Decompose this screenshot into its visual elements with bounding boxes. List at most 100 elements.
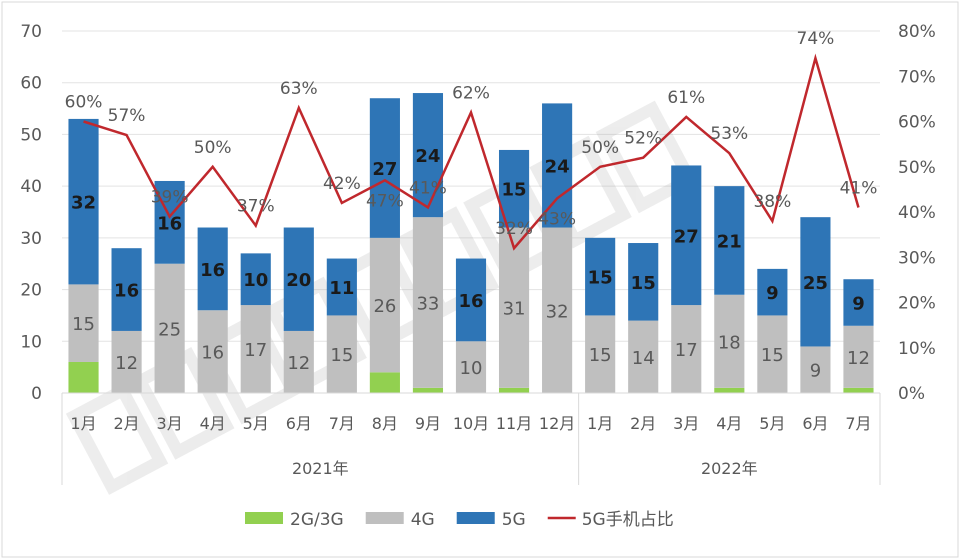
data-label-5g-share: 39% — [151, 188, 189, 208]
data-label-5G: 10 — [243, 270, 268, 291]
data-label-5G: 21 — [717, 231, 742, 252]
bar-4G — [283, 330, 314, 393]
data-label-5g-share: 62% — [452, 83, 490, 103]
y-right-tick-label: 40% — [898, 203, 936, 223]
data-label-5g-share: 32% — [495, 219, 533, 239]
y-left-tick-label: 20 — [20, 281, 42, 301]
data-label-5G: 24 — [415, 146, 440, 167]
bar-4G — [197, 310, 228, 393]
legend-swatch — [456, 512, 495, 524]
x-tick-label: 12月 — [539, 414, 575, 433]
bar-5G — [843, 279, 874, 326]
bar-5G — [671, 165, 702, 306]
bar-4G — [671, 305, 702, 393]
bar-4G — [455, 341, 487, 393]
data-label-5g-share: 37% — [237, 197, 275, 217]
group-label: 2021年 — [292, 459, 349, 478]
data-label-5g-share: 57% — [108, 106, 146, 126]
data-label-5g-share: 38% — [753, 192, 791, 212]
x-tick-label: 5月 — [243, 414, 269, 433]
legend-swatch — [365, 512, 404, 524]
data-label-5g-share: 41% — [840, 178, 878, 198]
x-tick-label: 2月 — [630, 414, 656, 433]
y-left-tick-label: 30 — [20, 229, 42, 249]
data-label-5g-share: 50% — [581, 138, 619, 158]
bar-2G/3G — [498, 387, 530, 393]
legend-label: 5G — [502, 510, 526, 530]
x-tick-label: 2月 — [113, 414, 139, 433]
bar-4G — [154, 263, 185, 393]
bar-4G — [800, 346, 831, 393]
data-label-4G: 15 — [761, 345, 784, 366]
data-label-5g-share: 74% — [797, 29, 835, 49]
y-right-tick-label: 30% — [898, 248, 936, 268]
y-left-tick-label: 70 — [20, 22, 42, 42]
data-label-4G: 9 — [810, 361, 821, 382]
bar-4G — [585, 315, 616, 393]
x-tick-label: 3月 — [157, 414, 183, 433]
data-label-5g-share: 52% — [624, 129, 662, 149]
legend-label: 5G手机占比 — [582, 510, 674, 530]
bar-5G — [714, 186, 745, 295]
bar-2G/3G — [412, 387, 444, 393]
data-label-5g-share: 61% — [667, 88, 705, 108]
data-label-5g-share: 63% — [280, 79, 318, 99]
data-label-5G: 16 — [114, 281, 139, 302]
data-label-4G: 15 — [589, 345, 612, 366]
watermark-shape — [330, 241, 434, 355]
bar-5G — [455, 258, 487, 342]
x-tick-label: 1月 — [587, 414, 613, 433]
data-label-4G: 26 — [373, 296, 396, 317]
bar-4G — [240, 305, 271, 393]
x-tick-label: 4月 — [716, 414, 742, 433]
data-label-4G: 33 — [416, 294, 439, 315]
data-label-5G: 32 — [71, 193, 96, 214]
data-label-5g-share: 43% — [538, 209, 576, 229]
data-label-5G: 9 — [766, 283, 779, 304]
data-label-5G: 11 — [329, 278, 354, 299]
bar-5G — [283, 227, 314, 331]
y-right-tick-label: 60% — [898, 113, 936, 133]
bar-5G — [757, 268, 788, 316]
data-label-5G: 15 — [631, 273, 656, 294]
data-label-5G: 16 — [200, 260, 225, 281]
bar-4G — [714, 294, 745, 388]
bar-5G — [326, 258, 357, 316]
data-label-5G: 16 — [458, 291, 483, 312]
bar-4G — [111, 330, 142, 393]
y-left-tick-label: 50 — [20, 125, 42, 145]
bar-5G — [628, 243, 659, 321]
y-left-tick-label: 10 — [20, 332, 42, 352]
data-label-5G: 25 — [803, 273, 828, 294]
data-label-4G: 14 — [632, 348, 655, 369]
y-right-tick-label: 80% — [898, 22, 936, 42]
legend-label: 2G/3G — [290, 510, 344, 530]
bar-5G — [585, 237, 616, 316]
bar-5G — [369, 98, 400, 238]
data-label-4G: 12 — [847, 348, 870, 369]
bar-2G/3G — [68, 361, 99, 393]
data-label-4G: 18 — [718, 332, 741, 353]
bar-4G — [843, 325, 874, 388]
data-label-4G: 15 — [72, 314, 95, 335]
bar-2G/3G — [843, 387, 874, 393]
bar-5G — [800, 217, 831, 347]
bar-4G — [369, 237, 400, 373]
bar-4G — [498, 227, 530, 388]
data-label-4G: 25 — [158, 319, 181, 340]
bar-5G — [111, 248, 142, 331]
x-tick-label: 8月 — [372, 414, 398, 433]
y-left-tick-label: 40 — [20, 177, 42, 197]
bar-4G — [326, 315, 357, 393]
data-label-5G: 16 — [157, 213, 182, 234]
x-tick-label: 6月 — [802, 414, 828, 433]
x-tick-label: 5月 — [759, 414, 785, 433]
bar-4G — [628, 320, 659, 393]
data-label-5g-share: 53% — [710, 124, 748, 144]
y-right-tick-label: 50% — [898, 158, 936, 178]
bar-5G — [154, 180, 185, 264]
x-tick-label: 4月 — [200, 414, 226, 433]
data-label-4G: 12 — [115, 353, 138, 374]
bar-5G — [68, 118, 99, 285]
x-tick-label: 7月 — [329, 414, 355, 433]
